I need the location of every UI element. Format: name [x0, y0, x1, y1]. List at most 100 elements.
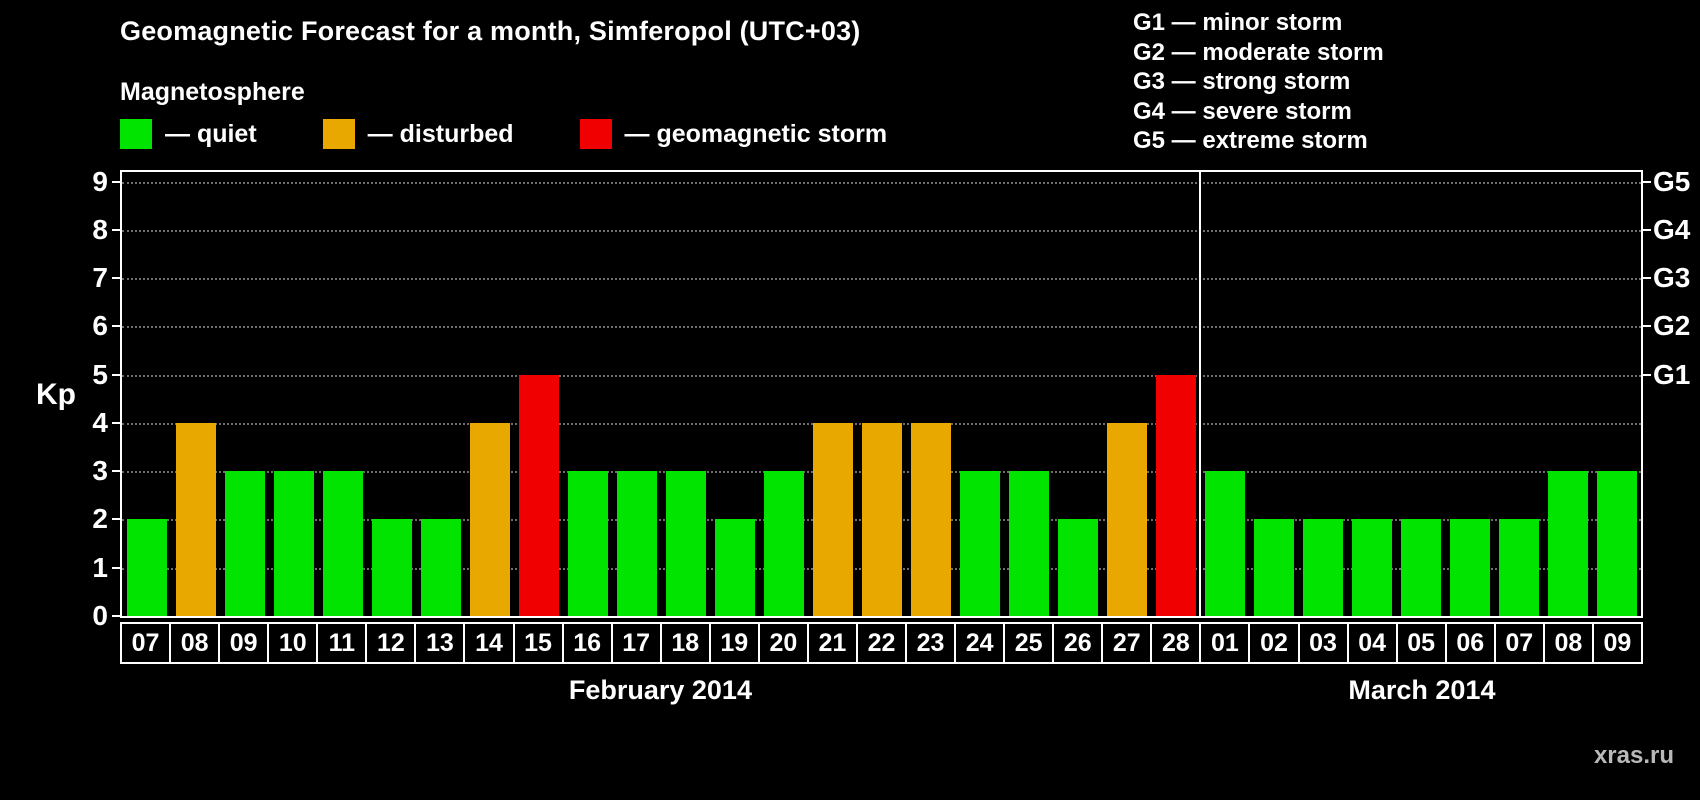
disturbed-color-swatch	[322, 119, 355, 149]
y-tick-mark	[112, 228, 120, 231]
legend-item-label: — geomagnetic storm	[624, 119, 888, 148]
kp-bar-day-07	[1498, 519, 1539, 616]
gridline	[122, 374, 1641, 377]
quiet-color-swatch	[120, 119, 152, 149]
date-cell: 22	[855, 624, 905, 662]
y-tick-mark	[112, 421, 120, 424]
kp-bar-day-24	[959, 471, 1000, 616]
kp-bar-day-17	[616, 471, 657, 616]
date-cell: 11	[316, 624, 365, 662]
date-cell: 06	[1444, 624, 1494, 662]
y-tick-label: 3	[92, 455, 108, 487]
date-cell: 09	[218, 624, 267, 662]
legend-item-disturbed: — disturbed	[322, 119, 514, 149]
date-cell: 08	[1542, 624, 1592, 662]
kp-bar-day-11	[322, 471, 363, 616]
kp-bar-day-15	[518, 374, 559, 616]
g-tick-mark	[1643, 373, 1651, 376]
kp-bar-day-13	[420, 519, 461, 616]
kp-bar-day-21	[812, 422, 853, 616]
y-tick-label: 6	[92, 310, 108, 342]
y-tick-mark	[112, 566, 120, 569]
y-tick-mark	[112, 277, 120, 280]
g-tick-label: G2	[1653, 310, 1691, 342]
kp-bar-day-23	[910, 422, 951, 616]
legend-item-storm: — geomagnetic storm	[579, 119, 888, 149]
g-tick-mark	[1643, 180, 1651, 183]
date-axis: 07 08 09 10 11 12 13 14 15 16 17 18 19 20 21 22 23 24 25 26…	[120, 622, 1643, 664]
date-cell: 14	[463, 624, 512, 662]
g-tick-label: G5	[1653, 165, 1691, 197]
kp-bar-day-19	[714, 519, 755, 616]
date-cell: 18	[659, 624, 709, 662]
y-tick-label: 0	[92, 600, 108, 631]
date-cell: 10	[267, 624, 316, 662]
date-cell: 07	[1493, 624, 1543, 662]
g-scale-item-g1: G1 — minor storm	[1133, 9, 1343, 36]
y-axis-left-labels: 0 1 2 3 4 5 6 7 8 9	[38, 166, 108, 631]
month-label: March 2014	[1348, 674, 1496, 705]
kp-bar-day-14	[469, 422, 510, 616]
kp-bar-day-26	[1057, 519, 1098, 616]
kp-bar-day-20	[763, 471, 804, 616]
y-tick-label: 1	[92, 551, 108, 583]
kp-bar-day-28	[1155, 374, 1196, 616]
storm-color-swatch	[579, 119, 612, 149]
date-cell: 20	[757, 624, 807, 662]
kp-bar-day-08	[1547, 471, 1588, 616]
g-tick-label: G4	[1653, 213, 1691, 245]
month-divider	[1199, 172, 1201, 616]
g-scale-item-g2: G2 — moderate storm	[1133, 38, 1384, 66]
date-cell: 04	[1346, 624, 1396, 662]
kp-bar-day-05	[1400, 519, 1441, 616]
kp-bar-day-10	[273, 471, 314, 616]
date-cell: 03	[1297, 624, 1347, 662]
kp-bar-day-27	[1106, 422, 1147, 616]
date-cell: 09	[1591, 624, 1641, 662]
date-cell: 05	[1395, 624, 1445, 662]
kp-bar-day-01	[1204, 471, 1245, 616]
legend-item-quiet: — quiet	[120, 119, 257, 149]
gridline	[122, 326, 1641, 329]
kp-bar-day-08	[175, 422, 216, 616]
kp-bar-day-22	[861, 422, 902, 616]
date-cell: 17	[610, 624, 660, 662]
y-tick-label: 7	[92, 262, 108, 294]
plot-area	[120, 170, 1643, 618]
date-cell: 02	[1248, 624, 1297, 662]
y-tick-label: 2	[92, 503, 108, 535]
g-scale-item-g4: G4 — severe storm	[1133, 97, 1352, 125]
g-tick-mark	[1643, 228, 1651, 231]
kp-bar-day-16	[567, 471, 608, 616]
y-tick-label: 8	[92, 213, 108, 245]
kp-bar-day-02	[1253, 519, 1294, 616]
g-scale-item-g5: G5 — extreme storm	[1133, 127, 1368, 154]
g-tick-mark	[1643, 277, 1651, 280]
date-cell: 28	[1150, 624, 1199, 662]
kp-bar-day-07	[126, 519, 167, 616]
date-cell: 24	[954, 624, 1003, 662]
chart-title: Geomagnetic Forecast for a month, Simfer…	[120, 16, 861, 46]
month-label: February 2014	[568, 674, 752, 705]
date-cell: 07	[131, 628, 160, 657]
y-tick-mark	[112, 518, 120, 521]
legend-item-label: — quiet	[165, 119, 257, 148]
kp-bar-day-09	[1596, 471, 1637, 616]
date-cell: 15	[512, 624, 562, 662]
date-cell: 27	[1101, 624, 1150, 662]
g-scale-legend: G1 — minor storm G2 — moderate storm G3 …	[1133, 8, 1384, 156]
magnetosphere-legend: — quiet — disturbed — geomagnetic storm	[120, 119, 887, 149]
y-axis-title: Kp	[36, 378, 76, 411]
date-cell: 23	[905, 624, 954, 662]
kp-bar-day-25	[1008, 471, 1049, 616]
g-tick-label: G1	[1653, 358, 1691, 390]
kp-bar-day-06	[1449, 519, 1490, 616]
g-scale-item-g3: G3 — strong storm	[1133, 68, 1351, 95]
y-tick-label: 9	[92, 165, 108, 197]
date-cell: 19	[708, 624, 758, 662]
kp-bar-day-04	[1351, 519, 1392, 616]
watermark: xras.ru	[1593, 742, 1674, 769]
legend-heading: Magnetosphere	[120, 78, 305, 106]
kp-bar-day-18	[665, 471, 706, 616]
date-cell: 08	[169, 624, 218, 662]
